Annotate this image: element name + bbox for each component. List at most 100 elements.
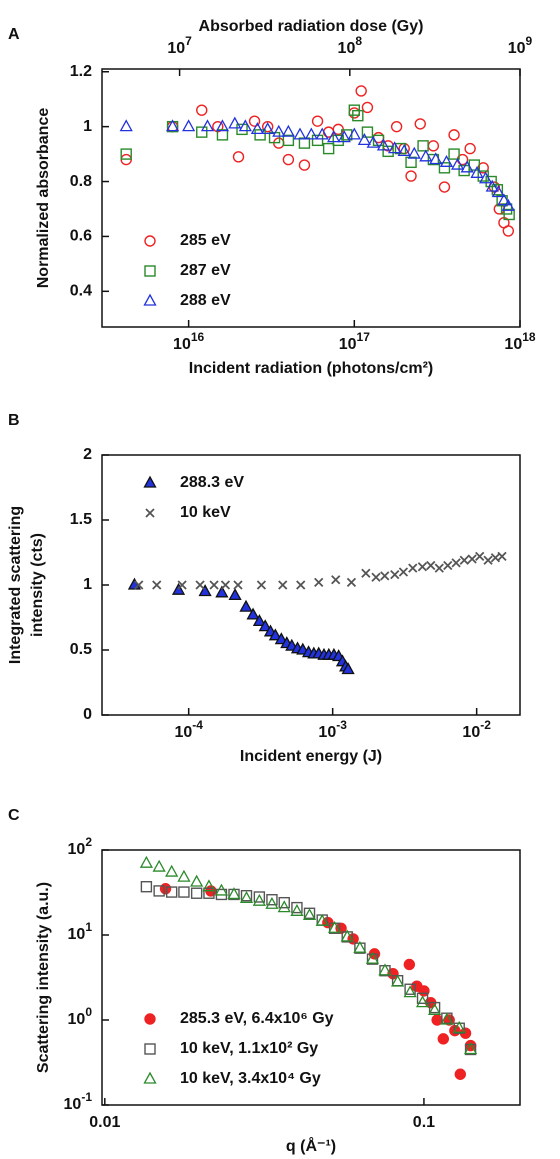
x-tick-label: 0.1 xyxy=(413,1114,435,1131)
point xyxy=(415,995,430,1008)
point xyxy=(239,599,253,612)
point xyxy=(405,170,417,182)
point xyxy=(429,152,443,165)
legend-marker xyxy=(143,1071,157,1084)
x-tick-label: 1018 xyxy=(504,330,535,353)
point xyxy=(190,874,204,887)
point xyxy=(470,165,484,178)
point xyxy=(196,126,208,138)
plot-frame xyxy=(101,454,521,716)
y-tick-label: 0.4 xyxy=(70,283,92,300)
point xyxy=(454,1068,466,1080)
point xyxy=(196,104,208,116)
point xyxy=(450,157,465,170)
y-tick-label: 1 xyxy=(83,576,92,593)
x-axis-title: Incident energy (J) xyxy=(240,748,382,765)
point xyxy=(460,160,474,173)
point xyxy=(479,171,493,184)
legend-label: 285.3 eV, 6.4x10⁶ Gy xyxy=(180,1010,334,1027)
point xyxy=(315,913,329,926)
x-axis-title: Incident radiation (photons/cm²) xyxy=(189,360,433,377)
point xyxy=(426,560,436,571)
point xyxy=(216,129,229,141)
legend-label: 10 keV, 1.1x10² Gy xyxy=(180,1040,318,1057)
point xyxy=(361,101,374,114)
point xyxy=(497,193,511,206)
point xyxy=(371,572,381,582)
plot-frame xyxy=(101,68,521,328)
point xyxy=(491,184,504,196)
point xyxy=(120,148,132,160)
point xyxy=(340,929,354,942)
point xyxy=(202,879,216,892)
point xyxy=(140,881,153,893)
x-tick-label: 0.01 xyxy=(89,1114,120,1131)
x-tick-label: 1017 xyxy=(339,330,370,353)
point xyxy=(355,85,367,97)
point xyxy=(475,551,485,562)
point xyxy=(467,554,477,564)
point xyxy=(382,145,394,158)
point xyxy=(227,887,241,900)
point xyxy=(361,126,374,138)
point xyxy=(408,563,418,573)
point xyxy=(491,185,505,198)
point xyxy=(405,156,417,169)
point xyxy=(416,992,429,1005)
point xyxy=(443,560,453,571)
y-tick-label: 0.6 xyxy=(70,228,92,245)
point xyxy=(315,127,329,140)
point xyxy=(366,135,380,148)
point xyxy=(119,119,133,132)
point xyxy=(337,130,351,143)
point xyxy=(278,896,290,909)
point xyxy=(268,628,282,641)
point xyxy=(195,580,205,590)
y-axis-title: Scattering intensity (a.u.) xyxy=(35,882,52,1073)
point xyxy=(483,555,493,565)
point xyxy=(296,580,306,590)
point xyxy=(428,1001,441,1014)
point xyxy=(404,983,416,995)
point xyxy=(282,153,295,166)
point xyxy=(228,116,242,129)
point xyxy=(311,134,324,147)
point xyxy=(298,137,311,149)
point xyxy=(250,122,264,135)
y-tick-label: 10-1 xyxy=(64,1090,93,1113)
legend-label: 10 keV, 3.4x10⁴ Gy xyxy=(180,1070,321,1087)
y-tick-label: 1.2 xyxy=(70,63,92,80)
point xyxy=(414,118,426,130)
point xyxy=(502,225,515,237)
point xyxy=(448,148,460,160)
point xyxy=(398,567,409,577)
point xyxy=(459,555,469,565)
point xyxy=(304,127,318,140)
point xyxy=(463,1042,478,1055)
point xyxy=(215,119,230,132)
point xyxy=(439,154,454,167)
point xyxy=(417,140,429,152)
point xyxy=(331,575,341,585)
point xyxy=(347,127,361,140)
point xyxy=(152,859,166,872)
x2-tick-label: 109 xyxy=(508,34,533,57)
point xyxy=(464,142,476,155)
point xyxy=(278,580,288,590)
point xyxy=(376,138,391,151)
point xyxy=(448,129,460,141)
point xyxy=(256,580,267,590)
point xyxy=(328,920,342,933)
point xyxy=(341,662,355,675)
point xyxy=(403,985,417,998)
panel-label: B xyxy=(8,412,20,429)
point xyxy=(238,119,252,132)
point xyxy=(314,577,324,588)
point xyxy=(477,162,489,174)
point xyxy=(438,181,451,193)
point xyxy=(214,883,229,896)
y-axis-title: intensity (cts) xyxy=(29,533,46,637)
panel-label: C xyxy=(8,807,20,824)
point xyxy=(419,149,433,162)
point xyxy=(378,963,392,976)
